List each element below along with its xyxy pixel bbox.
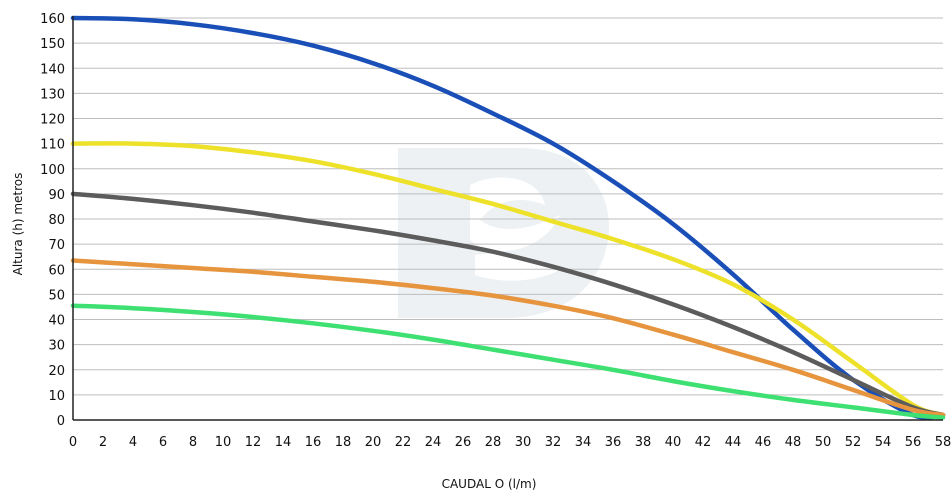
x-tick-label: 10 [215, 435, 232, 450]
x-tick-label: 46 [755, 435, 772, 450]
y-tick-label: 10 [48, 389, 65, 404]
x-tick-label: 34 [575, 435, 592, 450]
axes [72, 16, 943, 421]
series-line-2 [70, 141, 946, 418]
y-tick-label: 60 [48, 263, 65, 278]
y-tick-label: 140 [40, 62, 65, 77]
y-tick-label: 40 [48, 314, 65, 329]
x-tick-label: 50 [815, 435, 832, 450]
x-tick-label: 28 [485, 435, 502, 450]
x-tick-label: 0 [69, 435, 77, 450]
x-tick-label: 38 [635, 435, 652, 450]
x-tick-label: 4 [129, 435, 137, 450]
x-tick-label: 14 [275, 435, 292, 450]
y-tick-label: 150 [40, 37, 65, 52]
y-tick-label: 80 [48, 213, 65, 228]
y-tick-label: 0 [57, 414, 65, 429]
y-tick-label: 130 [40, 87, 65, 102]
y-tick-label: 90 [48, 188, 65, 203]
x-tick-label: 24 [425, 435, 442, 450]
x-tick-label: 12 [245, 435, 262, 450]
y-tick-label: 120 [40, 113, 65, 128]
x-tick-labels: 0 2 4 6 8 10 12 14 16 18 20 22 24 26 28 30 32 34 36 38 40 42 4… [69, 435, 951, 450]
series-line-1 [70, 15, 946, 420]
x-tick-label: 58 [935, 435, 951, 450]
y-tick-label: 20 [48, 364, 65, 379]
y-tick-label: 160 [40, 12, 65, 27]
x-axis-label: CAUDAL O (l/m) [442, 477, 537, 491]
series-line-3 [70, 191, 946, 418]
x-tick-label: 6 [159, 435, 167, 450]
x-tick-label: 56 [905, 435, 922, 450]
x-tick-label: 36 [605, 435, 622, 450]
y-tick-label: 100 [40, 163, 65, 178]
x-tick-label: 8 [189, 435, 197, 450]
x-tick-label: 16 [305, 435, 322, 450]
series-line-5 [70, 303, 946, 420]
x-tick-label: 44 [725, 435, 742, 450]
y-tick-label: 70 [48, 238, 65, 253]
x-tick-label: 48 [785, 435, 802, 450]
x-tick-label: 26 [455, 435, 472, 450]
x-tick-label: 54 [875, 435, 892, 450]
y-tick-label: 110 [40, 138, 65, 153]
x-tick-label: 40 [665, 435, 682, 450]
x-tick-label: 22 [395, 435, 412, 450]
y-tick-label: 30 [48, 339, 65, 354]
x-tick-label: 52 [845, 435, 862, 450]
y-axis-label: Altura (h) metros [11, 173, 25, 276]
y-tick-label: 50 [48, 288, 65, 303]
watermark-logo-icon [398, 148, 610, 318]
x-tick-label: 42 [695, 435, 712, 450]
series-layer [70, 15, 946, 420]
x-tick-label: 32 [545, 435, 562, 450]
series-line-4 [70, 258, 946, 418]
x-tick-label: 30 [515, 435, 532, 450]
x-tick-label: 18 [335, 435, 352, 450]
y-tick-labels: 0 10 20 30 40 50 60 70 80 90 100 110 120 130 140 150 160 [40, 12, 65, 429]
x-tick-label: 20 [365, 435, 382, 450]
x-tick-label: 2 [99, 435, 107, 450]
